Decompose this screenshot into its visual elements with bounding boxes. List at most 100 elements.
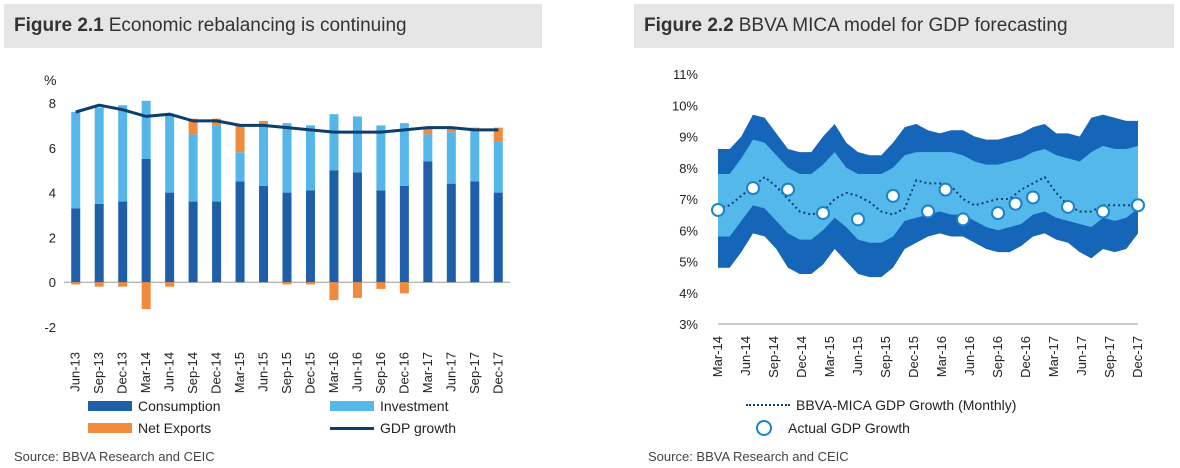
x-tick-label: Mar-14 <box>138 352 153 393</box>
x-tick-label: Sep-17 <box>467 352 482 394</box>
y-tick-label: 4 <box>49 186 56 201</box>
bar-net-exports <box>188 118 198 135</box>
bar-consumption <box>94 203 104 283</box>
bar-net-exports <box>493 127 503 142</box>
bar-investment <box>446 132 456 184</box>
actual-gdp-point <box>991 206 1005 221</box>
x-tick-label: Sep-15 <box>878 336 893 378</box>
bar-consumption <box>305 190 315 283</box>
gdp-growth-swatch <box>330 426 374 430</box>
bar-net-exports <box>259 120 269 126</box>
y-tick-label: 5% <box>679 255 698 270</box>
x-tick-label: Sep-14 <box>185 352 200 394</box>
actual-gdp-swatch <box>756 420 772 436</box>
bar-net-exports <box>352 282 362 298</box>
legend-actual-gdp-label: Actual GDP Growth <box>788 420 910 436</box>
consumption-swatch <box>88 401 132 411</box>
x-tick-label: Mar-16 <box>934 336 949 377</box>
actual-gdp-point <box>711 202 725 217</box>
investment-swatch <box>330 401 374 411</box>
x-tick-label: Jun-16 <box>349 352 364 392</box>
actual-gdp-point <box>746 181 760 196</box>
legend-mica-line: BBVA-MICA GDP Growth (Monthly) <box>746 397 1016 413</box>
x-tick-label: Sep-15 <box>279 352 294 394</box>
actual-gdp-point <box>886 188 900 203</box>
figure-2-1-panel: Figure 2.1 Economic rebalancing is conti… <box>4 4 542 48</box>
x-tick-label: Dec-16 <box>396 352 411 394</box>
legend-gdp-growth: GDP growth <box>330 420 456 436</box>
bar-net-exports <box>399 282 409 294</box>
x-tick-label: Jun-14 <box>162 352 177 392</box>
bar-investment <box>493 141 503 193</box>
bar-investment <box>71 111 81 209</box>
x-tick-label: Jun-17 <box>1074 336 1089 376</box>
bar-consumption <box>259 185 269 283</box>
figure-2-1-source: Source: BBVA Research and CEIC <box>14 449 215 464</box>
y-tick-label: 8 <box>49 96 56 111</box>
actual-gdp-point <box>1026 190 1040 205</box>
x-tick-label: Mar-17 <box>420 352 435 393</box>
bar-consumption <box>165 192 175 283</box>
figure-2-2-chart: 3% 4% 5% 6% 7% 8% 9% 10% 11% Mar-14 Jun-14 Sep-14 De… <box>672 67 1145 378</box>
bar-consumption <box>376 190 386 283</box>
x-tick-label: Mar-16 <box>326 352 341 393</box>
bar-investment <box>165 114 175 193</box>
bar-consumption <box>352 172 362 283</box>
y-tick-label: 2 <box>49 230 56 245</box>
legend-investment-label: Investment <box>380 398 449 414</box>
figure-2-2-title: BBVA MICA model for GDP forecasting <box>738 15 1068 36</box>
x-tick-label: Jun-15 <box>850 336 865 376</box>
actual-gdp-point <box>938 182 953 197</box>
bar-investment <box>399 123 409 186</box>
x-tick-label: Sep-14 <box>766 336 781 378</box>
bar-consumption <box>282 192 292 283</box>
x-tick-label: Jun-13 <box>68 352 83 392</box>
bar-net-exports <box>71 282 81 285</box>
bar-net-exports <box>94 282 104 287</box>
actual-gdp-point <box>1096 204 1110 219</box>
actual-gdp-point <box>851 212 865 227</box>
y-tick-label: 8% <box>679 161 698 176</box>
bar-net-exports <box>423 127 433 135</box>
bar-net-exports <box>235 125 245 153</box>
bar-net-exports <box>282 282 292 285</box>
actual-gdp-point <box>1061 199 1075 214</box>
bar-consumption <box>446 183 456 283</box>
x-tick-label: Sep-13 <box>91 352 106 394</box>
bar-investment <box>235 152 245 182</box>
bar-net-exports <box>165 282 175 287</box>
bar-consumption <box>493 192 503 283</box>
y-tick-label: 7% <box>679 192 698 207</box>
bar-consumption <box>141 159 151 283</box>
bar-net-exports <box>118 282 128 287</box>
bar-consumption <box>329 170 339 283</box>
bar-consumption <box>399 185 409 283</box>
y-tick-label: 10% <box>672 98 698 113</box>
x-tick-label: Mar-15 <box>822 336 837 377</box>
bar-investment <box>259 125 269 186</box>
x-tick-label: Jun-16 <box>962 336 977 376</box>
x-tick-label: Jun-17 <box>443 352 458 392</box>
bar-investment <box>352 116 362 173</box>
figure-2-2-panel: Figure 2.2 BBVA MICA model for GDP forec… <box>634 4 1174 48</box>
actual-gdp-point <box>921 204 935 219</box>
bar-investment <box>94 107 104 204</box>
bar-investment <box>118 105 128 202</box>
legend-mica-line-label: BBVA-MICA GDP Growth (Monthly) <box>796 397 1017 413</box>
x-tick-label: Dec-15 <box>302 352 317 394</box>
x-tick-label: Dec-16 <box>1018 336 1033 378</box>
bar-investment <box>282 123 292 193</box>
actual-gdp-point <box>781 182 795 197</box>
legend-consumption: Consumption <box>88 398 221 414</box>
figure-2-1-number: Figure 2.1 <box>14 15 104 36</box>
y-tick-label: 6 <box>49 141 56 156</box>
bar-investment <box>141 100 151 159</box>
bar-net-exports <box>329 282 339 301</box>
bar-net-exports <box>305 282 315 285</box>
bar-net-exports <box>141 282 151 310</box>
bar-investment <box>376 125 386 191</box>
bar-consumption <box>118 201 128 283</box>
x-tick-label: Dec-14 <box>794 336 809 378</box>
bar-investment <box>188 134 198 202</box>
actual-gdp-point <box>816 206 830 221</box>
